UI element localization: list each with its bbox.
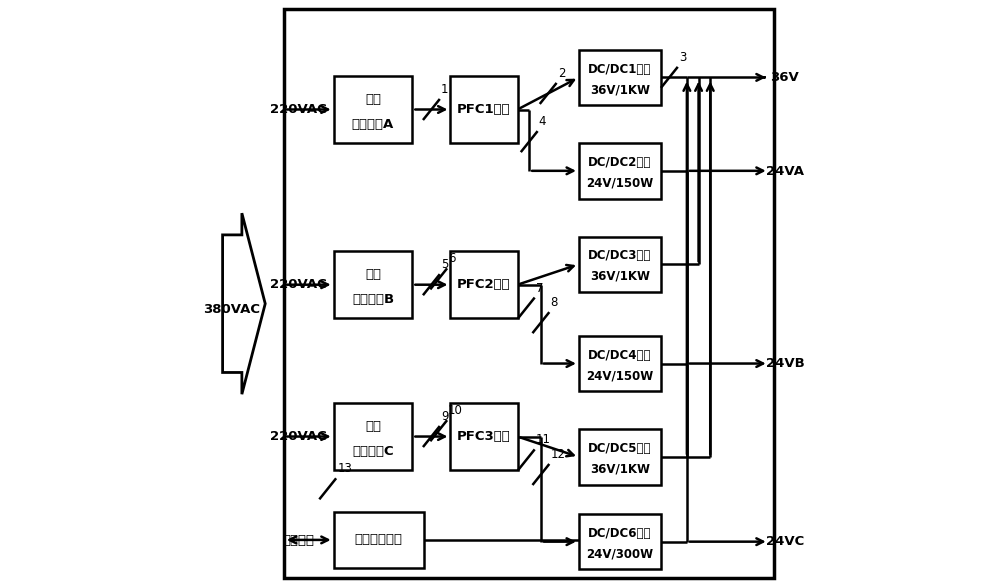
Text: 7: 7 xyxy=(536,281,543,294)
Text: 10: 10 xyxy=(448,404,463,417)
Text: 220VAC: 220VAC xyxy=(270,103,327,116)
Text: DC/DC6电路: DC/DC6电路 xyxy=(588,527,651,540)
Text: 12: 12 xyxy=(550,448,565,461)
Text: 13: 13 xyxy=(337,463,352,475)
Text: 24VC: 24VC xyxy=(766,536,804,548)
Bar xyxy=(450,76,518,143)
Text: 滤波电路A: 滤波电路A xyxy=(352,118,394,131)
Bar xyxy=(579,143,661,199)
Text: PFC2电路: PFC2电路 xyxy=(457,278,511,291)
Text: 36V/1KW: 36V/1KW xyxy=(590,463,650,476)
Bar xyxy=(579,336,661,391)
Text: 微机控制电路: 微机控制电路 xyxy=(355,533,403,547)
Bar xyxy=(579,514,661,569)
Text: 24VB: 24VB xyxy=(766,357,804,370)
Bar xyxy=(450,251,518,318)
Text: 36V/1KW: 36V/1KW xyxy=(590,83,650,96)
Bar xyxy=(579,50,661,105)
Text: 5: 5 xyxy=(441,258,448,271)
Text: DC/DC1电路: DC/DC1电路 xyxy=(588,62,651,75)
Text: 4: 4 xyxy=(539,115,546,128)
Text: DC/DC5电路: DC/DC5电路 xyxy=(588,442,651,455)
Bar xyxy=(334,512,424,568)
Text: 24V/300W: 24V/300W xyxy=(586,547,653,561)
Text: 220VAC: 220VAC xyxy=(270,430,327,443)
Text: DC/DC2电路: DC/DC2电路 xyxy=(588,156,651,169)
Text: DC/DC4电路: DC/DC4电路 xyxy=(588,349,651,361)
Text: PFC1电路: PFC1电路 xyxy=(457,103,511,116)
Text: PFC3电路: PFC3电路 xyxy=(457,430,511,443)
Text: 滤波电路C: 滤波电路C xyxy=(352,445,394,458)
Text: 输入: 输入 xyxy=(365,268,381,281)
Bar xyxy=(334,403,412,470)
Text: 36V/1KW: 36V/1KW xyxy=(590,270,650,283)
Text: 24V/150W: 24V/150W xyxy=(586,369,653,383)
Polygon shape xyxy=(223,213,265,394)
Text: 2: 2 xyxy=(558,67,565,80)
Text: 输入: 输入 xyxy=(365,93,381,106)
Text: 串口通信: 串口通信 xyxy=(283,534,315,547)
Text: 380VAC: 380VAC xyxy=(203,303,260,316)
Text: 1: 1 xyxy=(441,83,448,96)
Text: 11: 11 xyxy=(536,433,551,447)
Text: 24VA: 24VA xyxy=(766,165,804,178)
Text: 220VAC: 220VAC xyxy=(270,279,327,291)
Text: 8: 8 xyxy=(550,296,558,310)
Text: 24V/150W: 24V/150W xyxy=(586,176,653,190)
Bar xyxy=(334,251,412,318)
Text: 滤波电路B: 滤波电路B xyxy=(352,293,394,306)
Text: 3: 3 xyxy=(679,51,686,64)
Bar xyxy=(579,429,661,485)
Bar xyxy=(334,76,412,143)
Text: 9: 9 xyxy=(441,410,448,423)
Bar xyxy=(450,403,518,470)
Text: 6: 6 xyxy=(448,252,456,265)
Text: DC/DC3电路: DC/DC3电路 xyxy=(588,249,651,262)
Text: 输入: 输入 xyxy=(365,420,381,433)
Bar xyxy=(284,9,774,578)
Bar xyxy=(579,237,661,292)
Text: 36V: 36V xyxy=(770,71,799,84)
